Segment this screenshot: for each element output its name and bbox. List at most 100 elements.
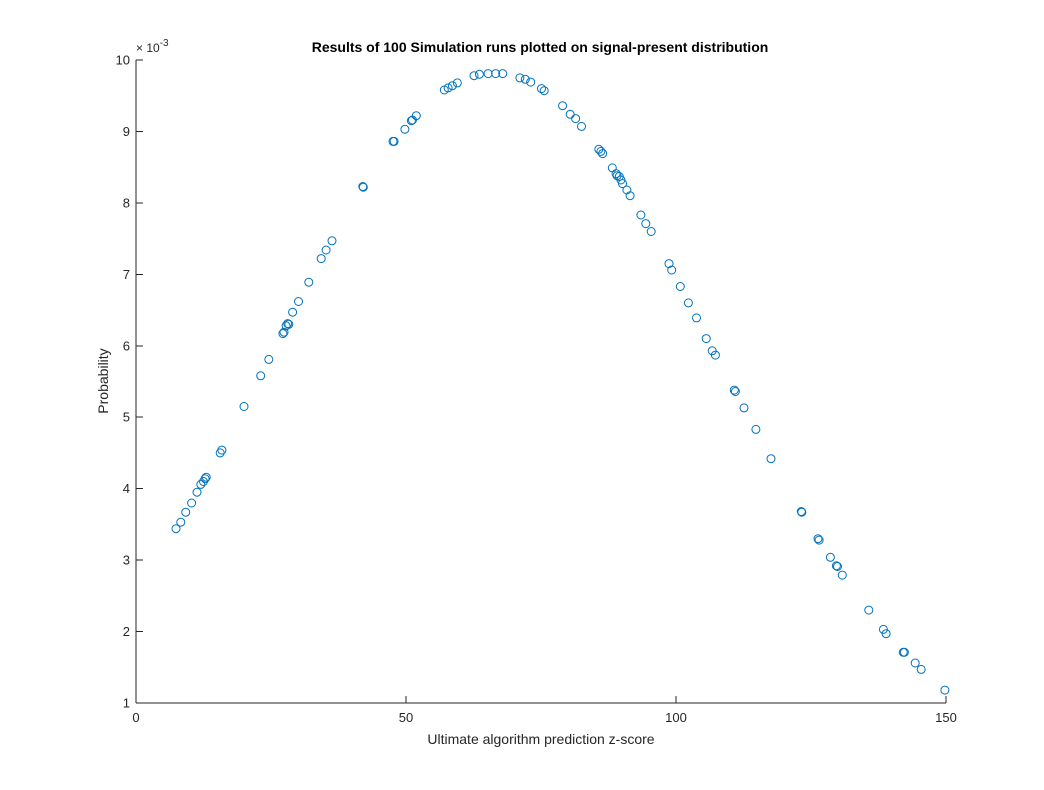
data-point [833, 562, 842, 571]
y-tick-label: 4 [123, 481, 130, 496]
data-point [316, 254, 326, 264]
data-point [766, 454, 776, 464]
data-point [304, 277, 314, 287]
x-ticks: 0 50 100 150 [132, 696, 957, 725]
data-point [358, 182, 368, 192]
data-point [598, 149, 608, 159]
data-point [327, 236, 337, 246]
data-point [239, 402, 249, 411]
x-tick-label: 100 [665, 710, 687, 725]
data-point [625, 191, 635, 201]
data-point [618, 179, 627, 189]
data-point [577, 121, 586, 131]
data-point [483, 69, 493, 79]
data-point [447, 81, 457, 91]
data-point [940, 685, 950, 695]
data-point [692, 313, 701, 323]
y-ticks: 1 2 3 4 5 6 7 8 9 10 [116, 53, 143, 711]
data-point [201, 472, 211, 482]
data-point [526, 77, 536, 87]
data-point [797, 507, 807, 517]
data-point [565, 109, 575, 119]
data-point [607, 163, 617, 173]
data-point [187, 498, 197, 508]
x-tick-label: 50 [399, 710, 413, 725]
data-point [498, 69, 508, 79]
data-point [294, 297, 303, 306]
data-point [474, 69, 484, 79]
y-exponent-label: × 10-3 [136, 38, 169, 55]
data-point [751, 424, 761, 434]
data-point [539, 86, 549, 96]
data-point [683, 298, 693, 308]
data-point [730, 387, 740, 396]
x-axis-label: Ultimate algorithm prediction z-score [427, 731, 654, 747]
data-point [675, 282, 685, 291]
data-point [278, 329, 288, 339]
data-point [710, 350, 720, 360]
chart-title: Results of 100 Simulation runs plotted o… [312, 39, 769, 55]
data-point [196, 479, 206, 489]
data-point [279, 327, 289, 337]
data-point [443, 83, 453, 93]
x-tick-label: 150 [935, 710, 957, 725]
y-tick-label: 10 [116, 53, 130, 68]
x-tick-label: 0 [132, 710, 139, 725]
data-point [192, 487, 202, 497]
y-axis-label: Probability [95, 348, 111, 413]
data-point [814, 535, 824, 545]
y-tick-label: 7 [123, 267, 130, 282]
data-point [491, 69, 501, 79]
y-tick-label: 6 [123, 338, 130, 353]
data-point [837, 570, 847, 580]
data-point [411, 111, 421, 121]
data-point [469, 71, 479, 81]
data-point [558, 101, 568, 111]
data-point [200, 474, 210, 484]
data-point [281, 321, 291, 331]
data-point [636, 210, 646, 220]
data-point [264, 354, 274, 364]
y-tick-label: 9 [123, 124, 130, 139]
data-point [537, 84, 546, 94]
axes [135, 60, 946, 704]
data-point [288, 307, 298, 317]
data-point [515, 73, 525, 83]
data-point [899, 647, 909, 657]
data-point [571, 114, 581, 124]
data-point [215, 448, 225, 458]
data-point [389, 136, 399, 146]
data-point [646, 227, 656, 236]
data-point [520, 74, 530, 84]
data-point [813, 534, 823, 544]
data-point [910, 658, 920, 668]
data-point [864, 605, 874, 615]
y-tick-label: 2 [123, 624, 130, 639]
data-point [400, 124, 410, 134]
y-tick-label: 3 [123, 553, 130, 568]
data-point [217, 445, 227, 455]
data-point [181, 507, 191, 517]
data-point [622, 185, 632, 195]
data-point [667, 265, 677, 275]
y-exponent-base: × 10 [136, 41, 160, 55]
data-point [171, 524, 181, 534]
data-point [729, 385, 739, 395]
data-point [406, 116, 416, 126]
data-point [825, 552, 835, 562]
y-exponent-power: -3 [160, 38, 169, 49]
data-point [256, 371, 266, 381]
y-tick-label: 5 [123, 410, 130, 425]
data-points [171, 69, 950, 695]
data-point [283, 319, 293, 329]
data-point [611, 169, 621, 179]
data-point [596, 146, 606, 156]
data-point [321, 245, 331, 255]
data-point [452, 78, 462, 88]
data-point [641, 219, 651, 229]
data-point [664, 259, 674, 269]
y-tick-label: 1 [123, 696, 130, 711]
data-point [701, 334, 711, 344]
y-tick-label: 8 [123, 195, 130, 210]
